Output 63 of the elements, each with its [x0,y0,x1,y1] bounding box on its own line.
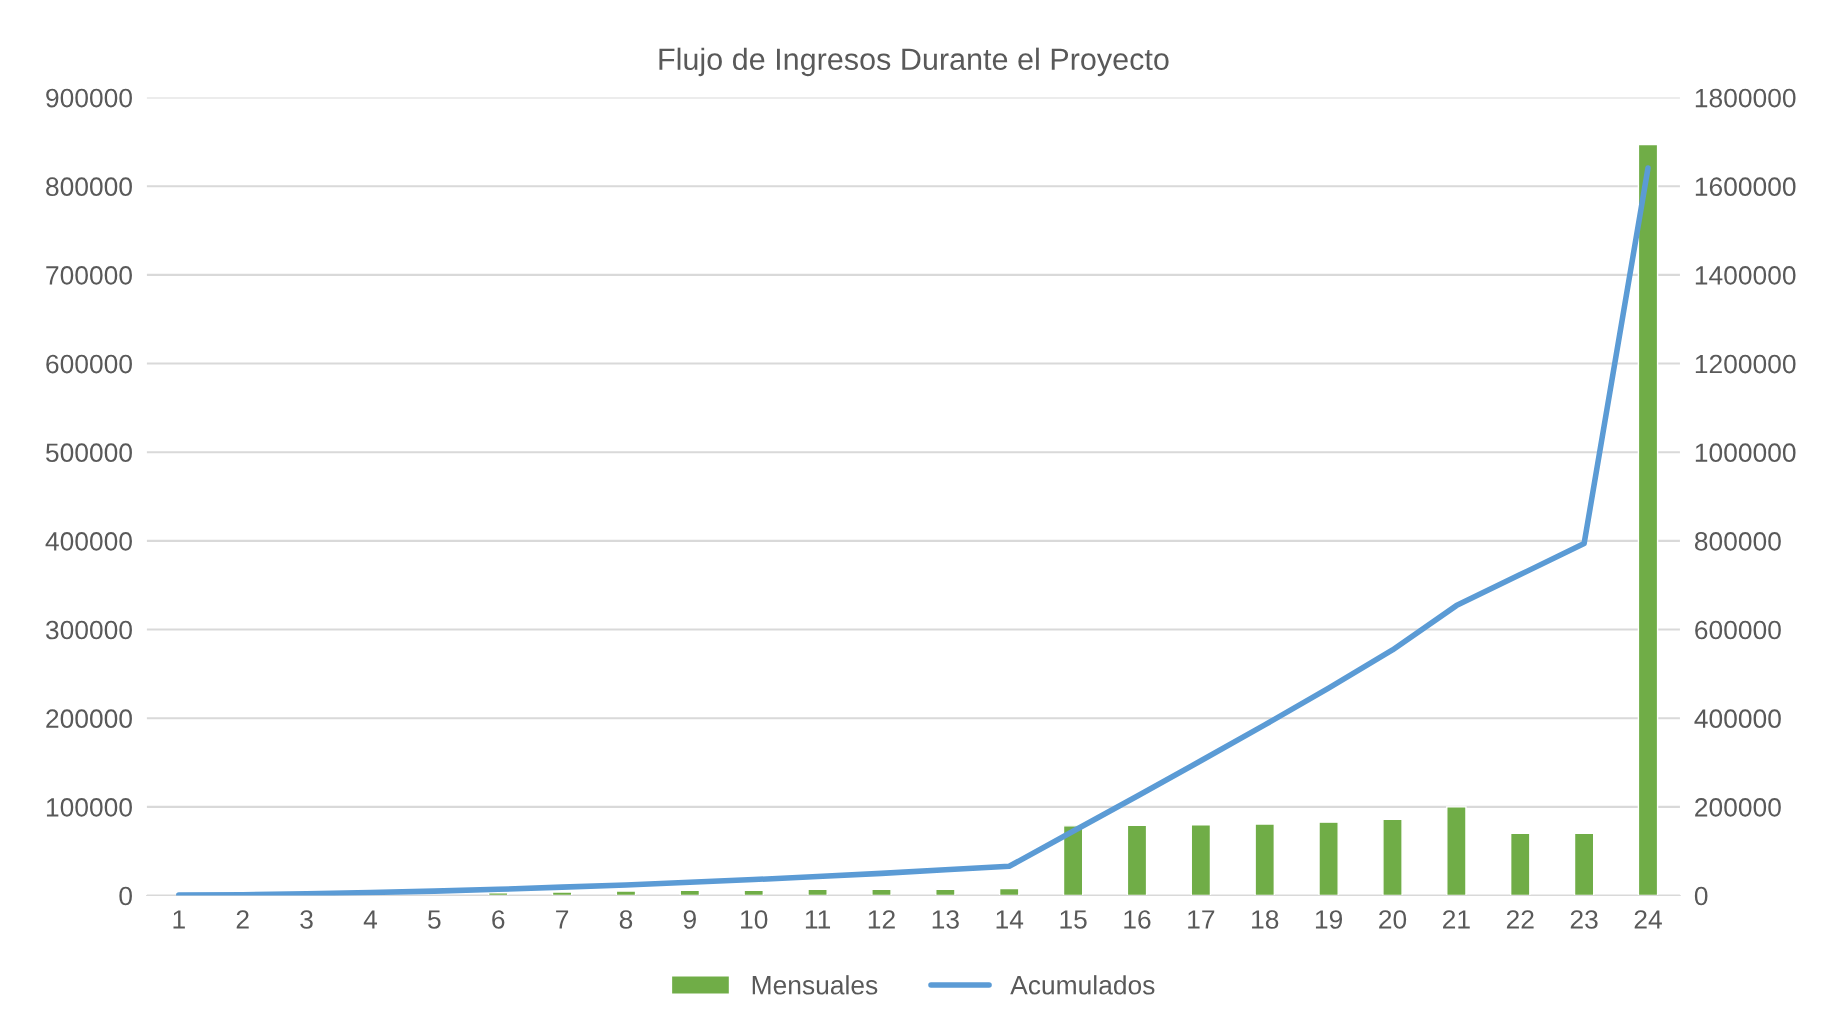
bar [1637,143,1659,896]
x-tick-label: 15 [1060,910,1087,929]
x-tick-label: 6 [492,910,505,929]
bar [551,891,573,896]
y-tick-label: 900000 [46,88,132,108]
y-tick-label: 500000 [46,443,132,463]
legend-label: Acumulados [1010,975,1155,995]
x-tick-label: 20 [1379,910,1407,929]
x-tick-label: 10 [741,910,768,929]
y2-tick-label: 0 [1694,886,1708,906]
bar [1318,821,1339,896]
y-tick-label: 800000 [46,177,132,197]
y2-tick-label: 400000 [1694,709,1781,729]
bar [1382,818,1403,896]
y-tick-label: 600000 [46,354,132,374]
y2-tick-label: 1200000 [1695,354,1796,374]
bar [1573,832,1595,896]
x-tick-label: 24 [1634,910,1662,929]
y2-tick-label: 1400000 [1695,266,1796,285]
x-tick-label: 19 [1315,910,1343,929]
y-tick-label: 200000 [46,709,132,729]
x-tick-label: 13 [932,910,959,929]
bar [1126,824,1148,896]
x-tick-label: 11 [805,910,831,929]
bar [1190,824,1212,896]
chart-title: Flujo de Ingresos Durante el Proyecto [659,47,1169,77]
y-tick-label: 100000 [46,798,132,817]
bar [871,888,892,896]
x-tick-label: 4 [363,910,378,929]
y-tick-label: 400000 [45,532,132,551]
bar [807,888,828,896]
x-tick-label: 3 [300,910,313,929]
y-tick-label: 0 [119,886,132,906]
y-tick-label: 700000 [46,266,132,285]
x-tick-label: 14 [996,910,1024,929]
legend-label: Mensuales [752,975,878,995]
y2-tick-label: 600000 [1695,620,1781,640]
y2-tick-label: 1600000 [1695,177,1796,197]
y2-tick-label: 800000 [1694,532,1781,551]
x-tick-label: 5 [428,910,441,929]
x-tick-label: 23 [1570,910,1598,929]
x-tick-label: 2 [236,910,249,929]
x-tick-label: 9 [683,910,696,929]
bar [487,892,509,896]
x-tick-label: 22 [1506,910,1534,929]
bar [1446,806,1467,896]
x-tick-label: 17 [1188,910,1215,929]
x-tick-label: 12 [868,910,895,929]
y2-tick-label: 1000000 [1695,443,1796,463]
x-tick-label: 1 [173,910,185,929]
y-tick-label: 300000 [45,620,132,640]
bar [998,887,1020,896]
y2-tick-label: 200000 [1695,798,1781,817]
y2-tick-label: 1800000 [1695,88,1796,108]
x-tick-label: 21 [1443,910,1470,929]
x-tick-label: 8 [619,910,633,929]
bar [615,890,637,896]
x-tick-label: 7 [556,910,569,929]
x-tick-label: 18 [1252,910,1279,929]
bar [1254,823,1276,896]
x-tick-label: 16 [1124,910,1151,929]
bar [1509,832,1531,896]
bar [935,888,956,896]
